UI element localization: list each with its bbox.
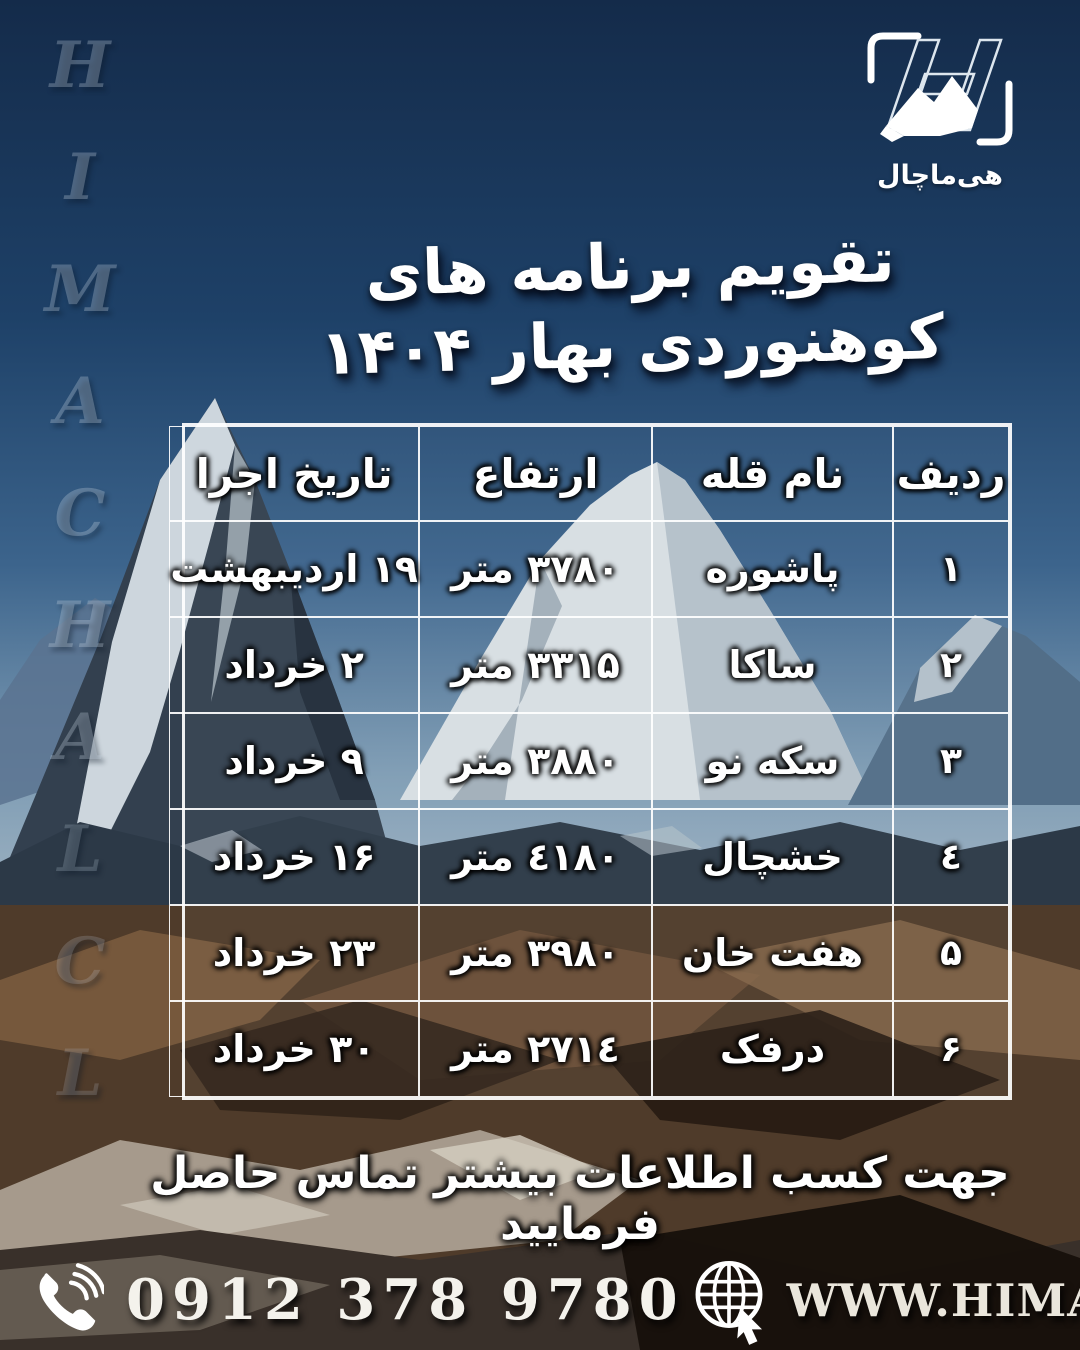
date: ۲۳ خرداد <box>169 905 419 1001</box>
watermark-letter: A <box>55 700 105 775</box>
peak-name: هفت خان <box>652 905 893 1001</box>
phone-number: 0912 378 9780 <box>126 1267 685 1333</box>
peak-name: سکه نو <box>652 713 893 809</box>
watermark-letter: C <box>54 924 106 999</box>
date: ۳۰ خرداد <box>169 1001 419 1097</box>
elevation: ٤۱۸۰ متر <box>419 809 652 905</box>
row-number: ۱ <box>893 521 1009 617</box>
elevation: ۲۷۱٤ متر <box>419 1001 652 1097</box>
peak-name: درفک <box>652 1001 893 1097</box>
date: ۲ خرداد <box>169 617 419 713</box>
header-row-number: ردیف <box>893 426 1009 521</box>
himachal-logo: هی‌ماچال <box>862 26 1018 191</box>
himachal-logo-wordmark: هی‌ماچال <box>877 160 1003 191</box>
date: ۱۹ اردیبهشت <box>169 521 419 617</box>
elevation: ۳۳۱۵ متر <box>419 617 652 713</box>
row-number: ۲ <box>893 617 1009 713</box>
globe-icon <box>685 1254 773 1346</box>
watermark-letter: L <box>57 1036 103 1111</box>
header-peak-name: نام قله <box>652 426 893 521</box>
watermark-letter: H <box>49 28 111 103</box>
watermark-letter: C <box>54 476 106 551</box>
row-number: ۶ <box>893 1001 1009 1097</box>
row-number: ۵ <box>893 905 1009 1001</box>
date: ۹ خرداد <box>169 713 419 809</box>
phone-icon <box>26 1263 104 1337</box>
peak-name: ساکا <box>652 617 893 713</box>
elevation: ۳۷۸۰ متر <box>419 521 652 617</box>
contact-cta-text: جهت کسب اطلاعات بیشتر تماس حاصل فرمایید <box>150 1148 1010 1250</box>
calendar-table: ردیف نام قله ارتفاع تاریخ اجرا ۱ پاشوره … <box>169 423 1012 1100</box>
watermark-letter: M <box>44 252 116 327</box>
poster-title: تقویم برنامه های کوهنوردی بهار ۱۴۰۴ <box>319 223 945 389</box>
peak-name: خشچال <box>652 809 893 905</box>
watermark-letter: I <box>65 140 95 215</box>
watermark-letter: H <box>49 588 111 663</box>
elevation: ۳۹۸۰ متر <box>419 905 652 1001</box>
watermark-letter: L <box>57 812 103 887</box>
header-date: تاریخ اجرا <box>169 426 419 521</box>
peak-name: پاشوره <box>652 521 893 617</box>
watermark-letter: A <box>55 364 105 439</box>
row-number: ٤ <box>893 809 1009 905</box>
himachal-logo-mark <box>867 32 1013 146</box>
date: ۱۶ خرداد <box>169 809 419 905</box>
header-elevation: ارتفاع <box>419 426 652 521</box>
row-number: ۳ <box>893 713 1009 809</box>
elevation: ۳۸۸۰ متر <box>419 713 652 809</box>
